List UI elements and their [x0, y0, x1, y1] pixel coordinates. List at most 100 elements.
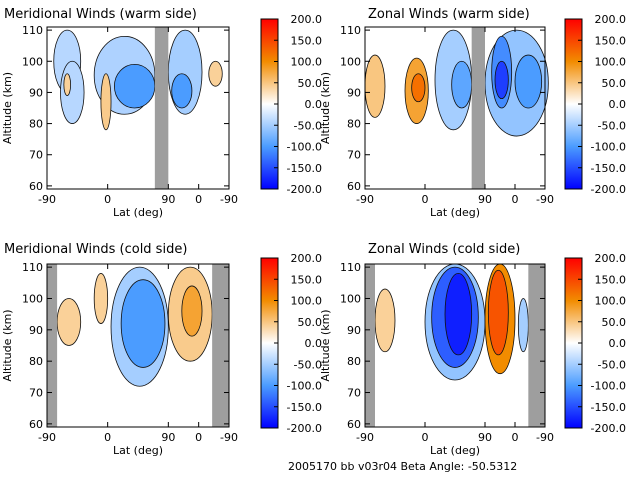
colorbar-tick-label: -150.0: [287, 401, 322, 414]
x-axis-label: Lat (deg): [113, 206, 163, 219]
wind-region: [56, 298, 82, 346]
x-tick-label: 0: [512, 193, 519, 206]
colorbar-tick-label: 0.0: [609, 337, 627, 350]
y-axis-label: Altitude (km): [1, 72, 14, 144]
y-tick-label: 70: [29, 149, 43, 162]
chart-title: Meridional Winds (cold side): [4, 242, 187, 257]
colorbar-tick-label: -100.0: [287, 141, 322, 154]
chart-title: Zonal Winds (cold side): [368, 242, 520, 257]
x-tick-label: -90: [356, 431, 374, 444]
x-tick-label: 90: [161, 431, 175, 444]
no-data-band: [471, 27, 485, 189]
colorbar-tick-label: 50.0: [602, 316, 627, 329]
no-data-band: [47, 264, 58, 427]
y-tick-label: 110: [22, 24, 43, 37]
no-data-band: [365, 264, 375, 427]
colorbar-tick-label: 200.0: [595, 13, 627, 26]
colorbar-tick-label: 50.0: [298, 316, 323, 329]
colorbar-tick-label: -200.0: [591, 183, 626, 196]
colorbar-tick-label: 100.0: [595, 56, 627, 69]
colorbar-tick-label: 50.0: [602, 77, 627, 90]
colorbar-tick-label: -200.0: [591, 422, 626, 435]
x-tick-label: -90: [536, 431, 554, 444]
y-tick-label: 110: [22, 261, 43, 274]
plot-frame: [364, 263, 546, 428]
wind-region: [374, 288, 396, 353]
wind-region: [171, 73, 193, 109]
x-tick-label: 0: [422, 431, 429, 444]
colorbar-tick-label: 100.0: [291, 295, 323, 308]
colorbar-tick-label: 150.0: [595, 273, 627, 286]
x-tick-label: -90: [536, 193, 554, 206]
x-tick-label: -90: [220, 193, 238, 206]
colorbar-tick-label: 200.0: [291, 13, 323, 26]
no-data-band: [212, 264, 229, 427]
colorbar-tick-label: 0.0: [305, 337, 323, 350]
y-tick-label: 110: [340, 24, 361, 37]
colorbar-tick-label: 0.0: [609, 98, 627, 111]
wind-region: [100, 73, 112, 131]
y-axis-label: Altitude (km): [1, 309, 14, 381]
wind-region: [93, 273, 109, 324]
colorbar-tick-label: 150.0: [595, 34, 627, 47]
y-tick-label: 80: [347, 355, 361, 368]
y-tick-label: 60: [29, 180, 43, 193]
y-tick-label: 100: [340, 55, 361, 68]
wind-region: [181, 285, 203, 337]
y-tick-label: 80: [29, 355, 43, 368]
y-axis-label: Altitude (km): [319, 72, 332, 144]
chart-panel-2: Zonal Winds (warm side) 60 70 80 90 100 110 -90…: [319, 7, 626, 219]
colorbar-tick-label: 200.0: [291, 252, 323, 265]
chart-panel-1: Meridional Winds (warm side) 60 70 80 90 100 1…: [1, 7, 322, 219]
colorbar-tick-label: -100.0: [591, 141, 626, 154]
x-tick-label: -90: [220, 431, 238, 444]
y-tick-label: 90: [29, 324, 43, 337]
y-tick-label: 80: [29, 118, 43, 131]
y-tick-label: 110: [340, 261, 361, 274]
wind-region: [494, 60, 509, 100]
y-tick-label: 70: [347, 149, 361, 162]
y-tick-label: 90: [347, 86, 361, 99]
colorbar-tick-label: -50.0: [598, 358, 626, 371]
x-tick-label: -90: [356, 193, 374, 206]
x-tick-label: 0: [195, 431, 202, 444]
x-tick-label: 0: [104, 193, 111, 206]
y-tick-label: 70: [29, 387, 43, 400]
x-tick-label: 90: [478, 431, 492, 444]
colorbar-tick-label: -200.0: [287, 183, 322, 196]
x-tick-label: -90: [38, 193, 56, 206]
colorbar-tick-label: -200.0: [287, 422, 322, 435]
wind-region: [60, 60, 85, 124]
chart-title: Meridional Winds (warm side): [4, 7, 197, 22]
no-data-band: [154, 27, 169, 189]
chart-panel-4: Zonal Winds (cold side) 60 70 80 90 100 110 -90…: [319, 242, 626, 457]
plot-frame: [46, 26, 230, 190]
y-tick-label: 60: [347, 180, 361, 193]
x-tick-label: 0: [512, 431, 519, 444]
y-tick-label: 60: [29, 418, 43, 431]
x-tick-label: -90: [38, 431, 56, 444]
colorbar-tick-label: -150.0: [287, 162, 322, 175]
no-data-band: [528, 264, 545, 427]
y-tick-label: 90: [347, 324, 361, 337]
wind-region: [208, 60, 223, 87]
wind-region: [514, 54, 543, 109]
chart-title: Zonal Winds (warm side): [368, 7, 530, 22]
x-tick-label: 0: [195, 193, 202, 206]
y-tick-label: 90: [29, 86, 43, 99]
wind-region: [63, 73, 71, 96]
colorbar-tick-label: -100.0: [591, 380, 626, 393]
wind-region: [120, 279, 166, 368]
wind-region: [451, 60, 473, 109]
colorbar-tick-label: 100.0: [595, 295, 627, 308]
y-tick-label: 100: [22, 55, 43, 68]
x-tick-label: 0: [104, 431, 111, 444]
colorbar-tick-label: -150.0: [591, 162, 626, 175]
colorbar-tick-label: -50.0: [294, 119, 322, 132]
colorbar-tick-label: 100.0: [291, 56, 323, 69]
colorbar-tick-label: 150.0: [291, 273, 323, 286]
colorbar-tick-label: 200.0: [595, 252, 627, 265]
plot-frame: [364, 26, 546, 190]
chart-panel-3: Meridional Winds (cold side) 60 70 80 90 100 1…: [1, 242, 322, 457]
wind-region: [444, 273, 473, 356]
